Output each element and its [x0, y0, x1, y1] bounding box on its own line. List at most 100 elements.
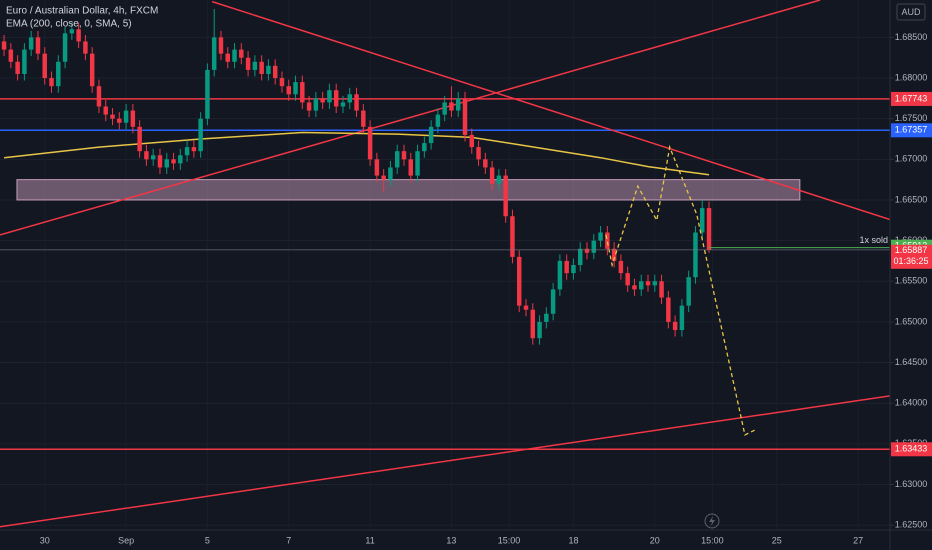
- x-tick-label: 13: [446, 535, 456, 545]
- candle-body: [117, 118, 122, 123]
- candle-body: [35, 37, 41, 54]
- candle-body: [28, 37, 34, 50]
- currency-label[interactable]: AUD: [901, 7, 921, 17]
- candle-body: [666, 297, 671, 322]
- candle-body: [428, 126, 434, 144]
- candle-body: [340, 102, 346, 107]
- candle-body: [672, 321, 678, 331]
- candle-body: [15, 61, 20, 74]
- x-tick-label: Sep: [118, 535, 134, 545]
- candle-body: [157, 155, 163, 168]
- candle-body: [123, 110, 129, 123]
- last-price-label: 1.65887: [895, 245, 928, 255]
- candle-body: [415, 151, 420, 176]
- candle-body: [435, 114, 441, 127]
- y-tick-label: 1.66500: [895, 194, 928, 204]
- candle-body: [144, 151, 149, 160]
- replay-icon[interactable]: [704, 513, 720, 529]
- candle-body: [611, 248, 617, 261]
- candle-body: [381, 175, 386, 180]
- candle-body: [198, 118, 203, 152]
- candle-body: [483, 159, 488, 168]
- x-tick-label: 20: [650, 535, 660, 545]
- x-tick-label: 5: [205, 535, 210, 545]
- trendline: [0, 0, 821, 236]
- price-tag-label: 1.67357: [895, 125, 928, 135]
- candle-body: [306, 102, 312, 111]
- y-tick-label: 1.65500: [895, 276, 928, 286]
- candle-body: [510, 216, 515, 257]
- candle-body: [211, 37, 217, 70]
- candle-body: [42, 53, 47, 79]
- candle-body: [496, 175, 502, 184]
- candle-body: [22, 49, 27, 74]
- candle-body: [700, 208, 705, 233]
- price-tag-label: 1.67743: [895, 93, 928, 103]
- candle-body: [293, 82, 298, 95]
- last-price-tag: [891, 244, 932, 269]
- candle-body: [96, 86, 102, 107]
- x-tick-label: 15:00: [498, 535, 521, 545]
- x-tick-label: 7: [286, 535, 291, 545]
- y-tick-label: 1.62500: [895, 519, 928, 529]
- candle-body: [632, 285, 637, 290]
- candle-body: [530, 309, 536, 339]
- candle-body: [259, 61, 264, 74]
- candle-body: [503, 175, 508, 217]
- plot-area: [0, 0, 890, 528]
- candle-body: [164, 159, 169, 168]
- candle-body: [286, 86, 291, 95]
- candle-body: [62, 33, 68, 62]
- candle-body: [171, 159, 176, 164]
- x-tick-label: 18: [568, 535, 578, 545]
- price-tag: [891, 123, 932, 138]
- currency-box[interactable]: [896, 3, 926, 21]
- axes: 1.685001.680001.675001.670001.665001.660…: [40, 32, 932, 545]
- candle-body: [245, 57, 251, 70]
- countdown-label: 01:36:25: [893, 256, 928, 266]
- candle-body: [659, 281, 664, 298]
- candle-body: [693, 232, 698, 278]
- x-tick-label: 25: [772, 535, 782, 545]
- candle-body: [584, 248, 590, 253]
- y-tick-label: 1.64500: [895, 357, 928, 367]
- candle-body: [49, 78, 54, 87]
- candle-body: [598, 232, 603, 241]
- chart-title: Euro / Australian Dollar, 4h, FXCM: [6, 6, 158, 17]
- candle-body: [313, 98, 319, 111]
- candle-body: [327, 90, 332, 103]
- candle-body: [239, 49, 244, 58]
- candle-body: [272, 65, 278, 79]
- candle-body: [557, 260, 563, 290]
- trendline: [211, 0, 890, 221]
- candle-body: [130, 110, 136, 127]
- candle-body: [178, 155, 183, 164]
- indicator-label: EMA (200, close, 0, SMA, 5): [6, 19, 132, 30]
- candle-body: [76, 29, 81, 42]
- candle-body: [333, 90, 339, 107]
- candle-body: [232, 49, 237, 62]
- candle-body: [103, 106, 108, 115]
- candle-body: [571, 265, 576, 274]
- candle-body: [401, 151, 407, 160]
- candle-body: [150, 155, 156, 160]
- candle-body: [388, 167, 393, 180]
- projection-path: [605, 144, 756, 436]
- candle-body: [184, 147, 190, 156]
- candle-body: [462, 98, 468, 135]
- candle-body: [469, 134, 475, 148]
- candle-body: [347, 94, 353, 103]
- y-tick-label: 1.67500: [895, 113, 928, 123]
- price-tag: [891, 442, 932, 457]
- candle-body: [89, 53, 95, 87]
- lightning-icon[interactable]: [709, 516, 715, 526]
- y-tick-label: 1.65000: [895, 316, 928, 326]
- candle-body: [110, 114, 115, 119]
- candle-body: [218, 37, 224, 54]
- candle-body: [354, 94, 359, 111]
- candle-body: [544, 313, 549, 322]
- y-tick-label: 1.67000: [895, 154, 928, 164]
- candle-body: [252, 61, 258, 70]
- candle-body: [83, 41, 88, 54]
- candle-body: [645, 281, 651, 286]
